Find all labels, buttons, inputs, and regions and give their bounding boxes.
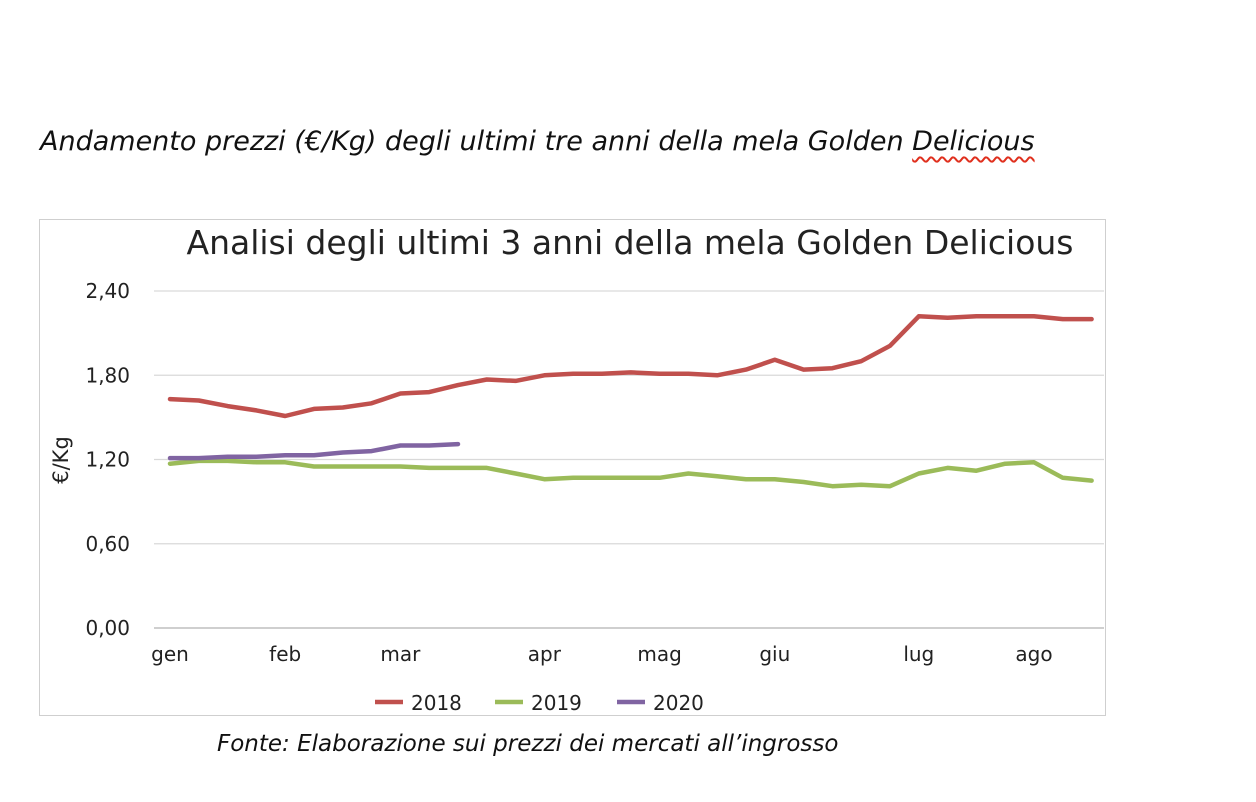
x-tick-label: mag [637, 642, 681, 666]
y-tick-label: 0,00 [85, 616, 130, 640]
series-lines [167, 314, 1094, 489]
heading-text: Andamento prezzi (€/Kg) degli ultimi tre… [40, 126, 904, 157]
y-axis-ticks: 0,00 0,60 1,20 1,80 2,40 [85, 279, 130, 640]
legend-label-2020: 2020 [653, 691, 704, 714]
page-heading: Andamento prezzi (€/Kg) degli ultimi tre… [40, 126, 1035, 157]
x-tick-label: giu [759, 642, 790, 666]
x-tick-label: apr [528, 642, 562, 666]
x-tick-label: lug [903, 642, 934, 666]
x-axis-ticks: gen feb mar apr mag giu lug ago [151, 642, 1052, 666]
y-axis-label: €/Kg [49, 436, 73, 484]
source-caption: Fonte: Elaborazione sui prezzi dei merca… [217, 731, 839, 757]
series-line-2020 [167, 441, 461, 461]
series-line-2019 [167, 458, 1094, 489]
legend-label-2019: 2019 [531, 691, 582, 714]
chart-title: Analisi degli ultimi 3 anni della mela G… [187, 223, 1074, 262]
chart-frame: Analisi degli ultimi 3 anni della mela G… [39, 219, 1106, 716]
y-tick-label: 1,80 [85, 363, 130, 387]
x-tick-label: feb [269, 642, 301, 666]
y-tick-label: 0,60 [85, 532, 130, 556]
heading-underlined-word: Delicious [912, 126, 1035, 157]
x-tick-label: mar [380, 642, 421, 666]
line-chart: Analisi degli ultimi 3 anni della mela G… [49, 223, 1104, 714]
legend: 2018 2019 2020 [375, 691, 704, 714]
y-tick-label: 1,20 [85, 448, 130, 472]
legend-label-2018: 2018 [411, 691, 462, 714]
x-tick-label: ago [1015, 642, 1052, 666]
y-tick-label: 2,40 [85, 279, 130, 303]
x-tick-label: gen [151, 642, 189, 666]
series-line-2018 [167, 314, 1094, 419]
grid-lines [154, 290, 1104, 629]
